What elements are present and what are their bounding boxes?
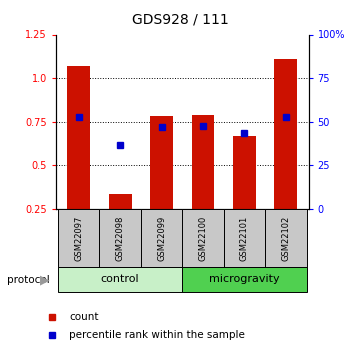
Text: percentile rank within the sample: percentile rank within the sample (69, 330, 245, 339)
Bar (182, 267, 306, 292)
Text: GSM22101: GSM22101 (240, 215, 249, 261)
Text: GSM22100: GSM22100 (199, 215, 208, 261)
Bar (141, 209, 182, 267)
Text: GSM22102: GSM22102 (281, 215, 290, 261)
Bar (182, 209, 224, 267)
Text: ▶: ▶ (40, 274, 50, 287)
Bar (224, 209, 265, 267)
Bar (99, 209, 141, 267)
Bar (150, 116, 173, 209)
Bar (109, 194, 131, 209)
Bar (58, 267, 182, 292)
Bar (274, 59, 297, 209)
Text: GSM22098: GSM22098 (116, 215, 125, 261)
Text: microgravity: microgravity (209, 275, 280, 284)
Bar (192, 115, 214, 209)
Bar (68, 66, 90, 209)
Text: control: control (101, 275, 139, 284)
Bar (265, 209, 306, 267)
Bar (233, 136, 256, 209)
Text: GDS928 / 111: GDS928 / 111 (132, 12, 229, 26)
Text: count: count (69, 312, 99, 322)
Text: GSM22099: GSM22099 (157, 215, 166, 261)
Bar (58, 209, 99, 267)
Text: GSM22097: GSM22097 (74, 215, 83, 261)
Text: protocol: protocol (7, 275, 50, 285)
